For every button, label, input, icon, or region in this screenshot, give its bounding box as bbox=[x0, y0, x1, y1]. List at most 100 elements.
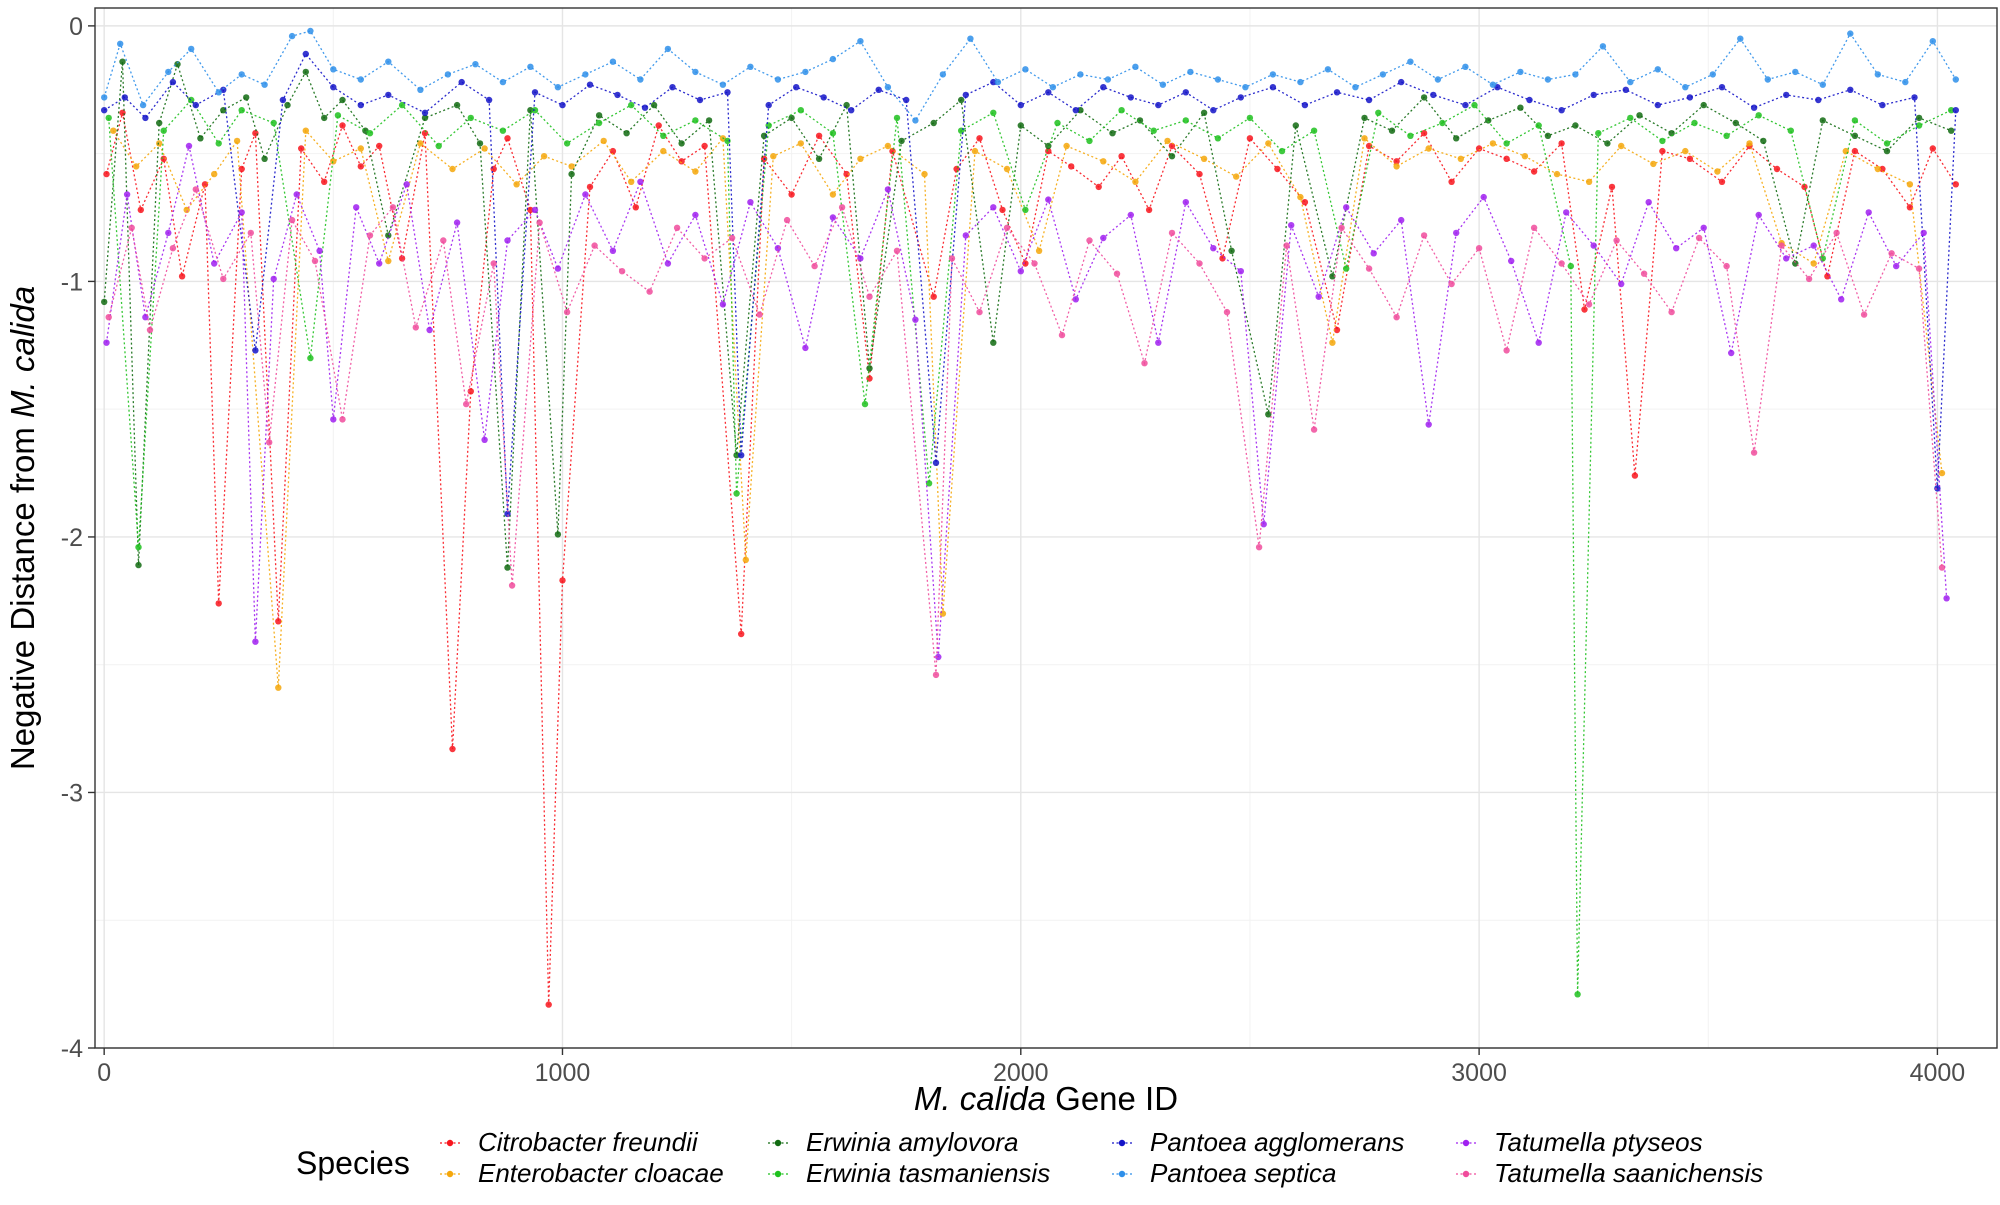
legend-label: Pantoea septica bbox=[1150, 1158, 1336, 1188]
data-point bbox=[1824, 273, 1831, 280]
data-point bbox=[1915, 265, 1923, 272]
data-point bbox=[884, 142, 892, 150]
data-point bbox=[123, 191, 131, 198]
data-point bbox=[1182, 89, 1190, 96]
data-point bbox=[678, 158, 685, 165]
data-point bbox=[802, 68, 809, 76]
data-point bbox=[1283, 242, 1290, 249]
data-point bbox=[1054, 119, 1061, 127]
data-point bbox=[174, 60, 181, 68]
data-point bbox=[1567, 262, 1575, 270]
data-point bbox=[1517, 104, 1524, 111]
data-point bbox=[1585, 178, 1593, 185]
data-point bbox=[540, 153, 548, 160]
data-point bbox=[1700, 101, 1707, 109]
data-point bbox=[192, 101, 199, 109]
data-point bbox=[536, 219, 543, 226]
data-point bbox=[1819, 255, 1827, 262]
data-point bbox=[1810, 260, 1817, 267]
data-point bbox=[417, 86, 424, 94]
data-point bbox=[298, 145, 305, 152]
data-point bbox=[1517, 68, 1524, 76]
data-point bbox=[1851, 132, 1859, 139]
data-point bbox=[1269, 84, 1277, 91]
legend-key-point bbox=[774, 1139, 782, 1147]
data-point bbox=[829, 130, 837, 137]
data-point bbox=[733, 490, 740, 497]
data-point bbox=[664, 260, 672, 267]
data-point bbox=[101, 94, 108, 101]
series-line bbox=[103, 30, 1957, 122]
data-point bbox=[733, 452, 740, 459]
data-point bbox=[628, 101, 635, 109]
data-point bbox=[233, 137, 241, 145]
data-point bbox=[316, 247, 323, 254]
data-point bbox=[976, 308, 983, 316]
data-point bbox=[146, 326, 154, 334]
series-3 bbox=[105, 96, 1955, 998]
data-point bbox=[1058, 331, 1066, 339]
data-point bbox=[1819, 81, 1827, 88]
data-point bbox=[999, 206, 1006, 214]
data-point bbox=[701, 255, 708, 262]
data-point bbox=[1737, 35, 1744, 42]
data-point bbox=[504, 564, 511, 571]
data-point bbox=[1242, 84, 1249, 91]
data-point bbox=[1503, 140, 1510, 147]
x-tick-label: 0 bbox=[97, 1059, 111, 1087]
data-point bbox=[101, 107, 108, 114]
data-point bbox=[1508, 257, 1515, 265]
data-point bbox=[1535, 339, 1542, 346]
data-point bbox=[1237, 94, 1245, 101]
data-point bbox=[559, 101, 566, 109]
data-point bbox=[1462, 63, 1469, 70]
data-point bbox=[385, 91, 392, 99]
data-point bbox=[1398, 216, 1405, 224]
data-point bbox=[1077, 107, 1084, 114]
data-point bbox=[119, 58, 126, 65]
data-point bbox=[1952, 107, 1960, 114]
data-point bbox=[838, 204, 846, 211]
data-point bbox=[747, 199, 754, 206]
legend-item: Tatumella ptyseos bbox=[1456, 1127, 1703, 1157]
legend-key-point bbox=[774, 1170, 782, 1178]
data-point bbox=[1929, 38, 1937, 45]
legend-item: Erwinia tasmaniensis bbox=[768, 1158, 1050, 1188]
data-point bbox=[307, 354, 314, 362]
data-point bbox=[1668, 308, 1675, 316]
data-point bbox=[499, 127, 507, 134]
data-point bbox=[1618, 280, 1625, 288]
data-point bbox=[366, 130, 374, 137]
data-point bbox=[1072, 107, 1080, 114]
data-point bbox=[1017, 122, 1024, 129]
data-point bbox=[1260, 521, 1267, 528]
data-point bbox=[1530, 224, 1538, 231]
data-point bbox=[1574, 991, 1581, 998]
data-point bbox=[1865, 209, 1872, 216]
data-point bbox=[1631, 472, 1639, 479]
data-point bbox=[609, 58, 617, 65]
data-point bbox=[765, 101, 772, 109]
series-line bbox=[103, 61, 1952, 568]
data-point bbox=[389, 204, 397, 211]
data-point bbox=[664, 45, 672, 53]
data-point bbox=[485, 96, 493, 104]
data-point bbox=[1847, 86, 1854, 94]
data-point bbox=[1640, 270, 1648, 277]
data-point bbox=[334, 112, 342, 119]
data-point bbox=[1398, 78, 1405, 86]
data-point bbox=[1938, 564, 1946, 571]
data-point bbox=[1068, 163, 1075, 170]
data-point bbox=[1558, 140, 1565, 147]
data-point bbox=[1810, 242, 1817, 249]
legend-item: Citrobacter freundii bbox=[440, 1127, 699, 1157]
data-point bbox=[1352, 84, 1359, 91]
data-point bbox=[1072, 296, 1080, 303]
data-point bbox=[595, 119, 603, 127]
data-point bbox=[692, 68, 699, 76]
data-point bbox=[829, 214, 837, 221]
data-point bbox=[1388, 127, 1396, 134]
data-point bbox=[1636, 112, 1643, 119]
data-point bbox=[1686, 94, 1694, 101]
